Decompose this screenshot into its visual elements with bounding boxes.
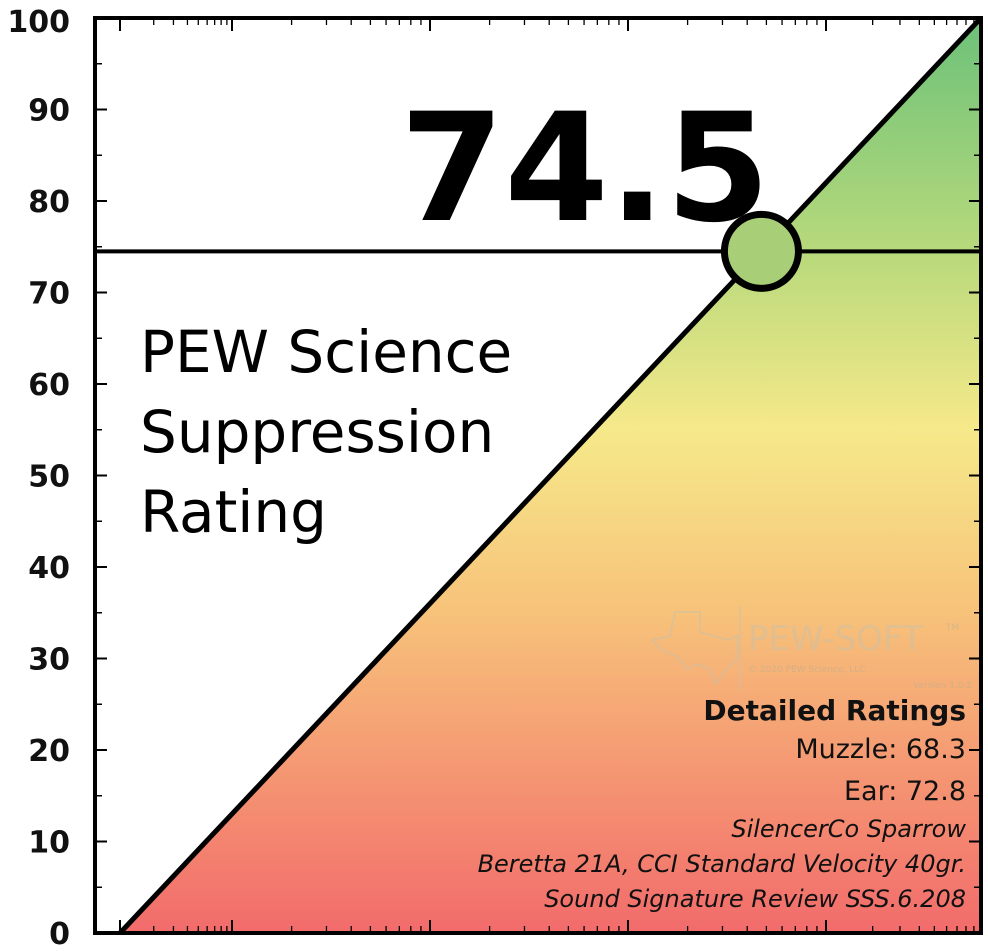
watermark-version: Version 1.0.2 <box>913 681 972 691</box>
y-tick-label: 50 <box>28 460 70 495</box>
suppressor-name: SilencerCo Sparrow <box>731 815 966 843</box>
y-tick-label: 60 <box>28 368 70 403</box>
y-tick-label: 20 <box>28 734 70 769</box>
watermark-copyright: © 2020 PEW Science, LLC <box>748 665 865 675</box>
detailed-ratings: Detailed Ratings Muzzle: 68.3 Ear: 72.8 … <box>478 694 967 913</box>
y-tick-label: 90 <box>28 94 70 129</box>
chart-title: PEW Science Suppression Rating <box>140 318 512 546</box>
details-heading: Detailed Ratings <box>703 694 966 727</box>
y-tick-label: 30 <box>28 643 70 678</box>
muzzle-rating: Muzzle: 68.3 <box>795 734 966 765</box>
pew-soft-watermark: PEW-SOFT TM © 2020 PEW Science, LLC Vers… <box>650 606 972 691</box>
title-line-1: PEW Science <box>140 318 512 386</box>
title-line-2: Suppression <box>140 398 494 466</box>
y-axis-tick-labels: 0 10 20 30 40 50 60 70 80 90 100 <box>7 5 70 951</box>
watermark-tm: TM <box>945 623 959 633</box>
ear-rating: Ear: 72.8 <box>844 776 966 807</box>
texas-outline-icon <box>650 611 740 686</box>
watermark-brand: PEW-SOFT <box>748 619 923 659</box>
y-tick-label: 70 <box>28 277 70 312</box>
review-id: Sound Signature Review SSS.6.208 <box>544 885 966 913</box>
y-tick-label: 40 <box>28 551 70 586</box>
score-value: 74.5 <box>400 82 770 256</box>
rating-diagonal-line <box>118 18 981 933</box>
y-tick-label: 0 <box>49 917 70 951</box>
y-tick-label: 80 <box>28 185 70 220</box>
plot-frame <box>93 16 983 935</box>
score-marker <box>720 210 802 292</box>
y-tick-label: 10 <box>28 826 70 861</box>
title-line-3: Rating <box>140 478 327 546</box>
y-tick-label: 100 <box>7 5 70 40</box>
host-and-ammo: Beretta 21A, CCI Standard Velocity 40gr. <box>478 850 966 878</box>
